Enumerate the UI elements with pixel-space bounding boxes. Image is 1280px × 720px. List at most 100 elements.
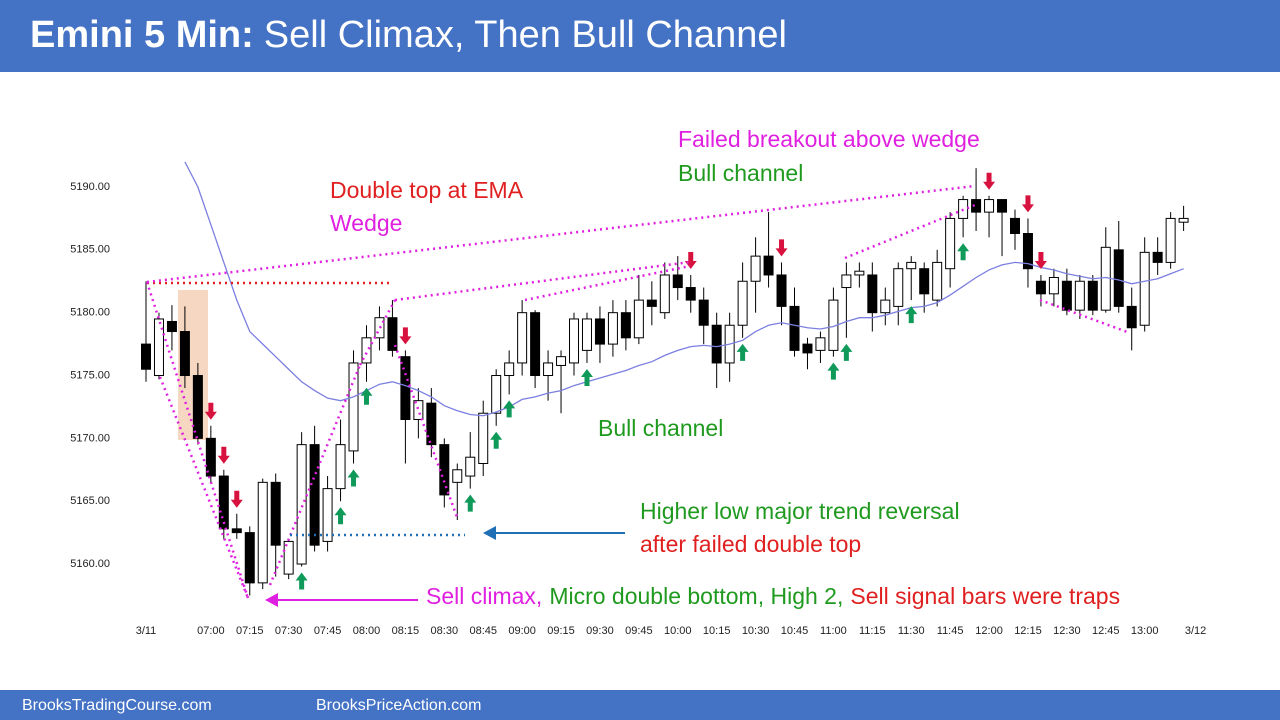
candle-body bbox=[504, 362, 515, 377]
annotation: Double top at EMA bbox=[330, 177, 524, 203]
x-tick-label: 10:00 bbox=[664, 625, 692, 637]
buy-arrow bbox=[464, 494, 477, 512]
candle-body bbox=[1126, 305, 1137, 329]
x-tick-label: 11:45 bbox=[937, 625, 964, 637]
candle-body bbox=[556, 356, 567, 366]
buy-arrow bbox=[840, 343, 853, 361]
x-tick-label: 09:30 bbox=[586, 625, 614, 637]
candle-body bbox=[283, 540, 294, 575]
plot: 5160.00 5165.00 5170.00 5175.00 5180.00 5185.… bbox=[70, 161, 1206, 637]
buy-arrow bbox=[360, 387, 373, 405]
candle-body bbox=[153, 318, 164, 377]
candle-body bbox=[530, 312, 541, 377]
buy-arrow bbox=[736, 343, 749, 361]
channel-line bbox=[358, 299, 397, 366]
annotation: Sell climax, Micro double bottom, High 2,… bbox=[426, 583, 1120, 609]
y-tick-label: 5170.00 bbox=[70, 432, 110, 444]
candle-body bbox=[1113, 249, 1124, 307]
candle-body bbox=[945, 217, 956, 270]
candle-body bbox=[517, 312, 528, 364]
candle-body bbox=[465, 456, 476, 477]
candle-body bbox=[880, 299, 891, 314]
wedge-line bbox=[524, 264, 691, 302]
candle-body bbox=[141, 343, 151, 370]
candle-body bbox=[543, 362, 554, 377]
sell-arrow bbox=[1034, 251, 1047, 269]
candle-body bbox=[685, 287, 696, 301]
candle-body bbox=[1139, 251, 1150, 326]
candle-body bbox=[426, 402, 437, 446]
y-tick-label: 5190.00 bbox=[70, 181, 110, 193]
candle-body bbox=[815, 337, 826, 351]
x-tick-label: 12:30 bbox=[1053, 625, 1081, 637]
buy-arrow bbox=[827, 362, 840, 380]
candle-body bbox=[789, 305, 800, 351]
annotation: Bull channel bbox=[598, 415, 723, 441]
pullback-line bbox=[1039, 298, 1131, 335]
candle-body bbox=[1178, 217, 1189, 223]
climax-line bbox=[158, 376, 250, 599]
footer-text: BrooksTradingCourse.com bbox=[22, 697, 212, 714]
x-tick-label: 07:00 bbox=[197, 625, 225, 637]
sell-arrow bbox=[983, 172, 996, 190]
candle-body bbox=[1009, 217, 1020, 235]
candle-body bbox=[971, 199, 982, 213]
buy-arrow bbox=[334, 507, 347, 525]
x-tick-label: 11:00 bbox=[820, 625, 847, 637]
candle-body bbox=[984, 199, 995, 213]
candle-body bbox=[1087, 280, 1098, 311]
candle-body bbox=[270, 481, 281, 546]
sell-arrow bbox=[399, 327, 412, 345]
buy-arrow bbox=[295, 572, 308, 590]
candle-body bbox=[231, 528, 242, 534]
channel-line bbox=[268, 364, 362, 586]
candle-body bbox=[594, 318, 605, 345]
x-tick-label: 10:15 bbox=[703, 625, 731, 637]
x-tick-label: 10:30 bbox=[742, 625, 770, 637]
candle-body bbox=[361, 337, 372, 364]
x-tick-label: 12:45 bbox=[1092, 625, 1120, 637]
candle-body bbox=[400, 356, 411, 421]
x-tick-label: 07:45 bbox=[314, 625, 342, 637]
sell-arrow bbox=[775, 239, 788, 257]
annotation: Failed breakout above wedge bbox=[678, 126, 980, 152]
candle-body bbox=[322, 488, 333, 542]
candle-body bbox=[763, 255, 774, 276]
annotation-part: Sell climax, bbox=[426, 583, 542, 609]
candle-body bbox=[1022, 233, 1033, 270]
footer-text: BrooksPriceAction.com bbox=[316, 697, 481, 714]
buy-arrow bbox=[957, 243, 970, 261]
x-tick-label: 08:45 bbox=[469, 625, 497, 637]
buy-arrow bbox=[580, 368, 593, 386]
candle-body bbox=[387, 317, 398, 351]
x-tick-label: 3/11 bbox=[136, 625, 157, 637]
candle-body bbox=[491, 375, 502, 414]
candle-body bbox=[452, 469, 463, 483]
candle-body bbox=[1048, 276, 1059, 295]
candle-body bbox=[478, 412, 489, 464]
buy-arrow bbox=[503, 400, 516, 418]
x-tick-label: 08:15 bbox=[392, 625, 420, 637]
candle-body bbox=[893, 268, 904, 307]
x-tick-label: 08:30 bbox=[431, 625, 459, 637]
candle-body bbox=[802, 343, 813, 354]
pointer-arrow-head bbox=[265, 593, 278, 607]
pointer-arrow-head bbox=[483, 526, 496, 540]
annotation-part: Sell signal bars were traps bbox=[850, 583, 1120, 609]
trend-lines bbox=[145, 184, 1131, 599]
sell-arrow bbox=[230, 490, 243, 508]
x-tick-label: 12:15 bbox=[1014, 625, 1042, 637]
candle-body bbox=[659, 274, 670, 314]
candle-body bbox=[698, 299, 709, 326]
wedge-line bbox=[844, 203, 976, 260]
candle-body bbox=[581, 318, 592, 351]
candle-body bbox=[192, 375, 203, 439]
candle-body bbox=[296, 444, 307, 565]
annotation: Wedge bbox=[330, 210, 402, 236]
x-tick-label: 12:00 bbox=[975, 625, 1003, 637]
x-tick-label: 07:30 bbox=[275, 625, 303, 637]
candle-body bbox=[218, 475, 229, 530]
candle-body bbox=[672, 274, 683, 289]
candle-body bbox=[1152, 251, 1163, 263]
